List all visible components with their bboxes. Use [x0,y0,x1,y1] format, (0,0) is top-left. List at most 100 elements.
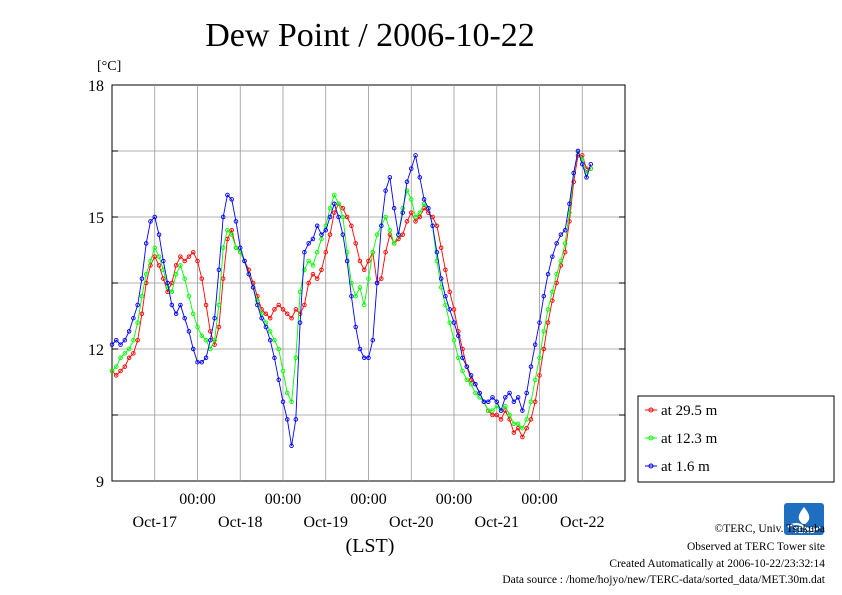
data-point [255,298,260,303]
series-line [111,149,592,446]
data-point [199,276,205,281]
data-point [285,417,290,422]
data-point [340,232,346,237]
data-point [494,399,500,405]
data-point [528,399,534,405]
data-point [178,254,183,259]
data-point [383,188,388,193]
data-point [528,364,534,369]
series-1 [109,148,594,431]
data-point [314,223,320,229]
data-point [507,412,512,418]
data-point [272,355,277,361]
data-point [203,337,209,343]
data-point [199,333,205,339]
data-point [203,355,209,361]
data-point [126,329,132,334]
data-point [473,390,478,396]
x-tick-label: 00:00 [350,491,386,508]
data-point [340,205,346,211]
data-point [302,302,307,308]
data-point [152,214,157,220]
data-point [327,205,333,211]
x-day-label: Oct-17 [133,514,177,531]
data-point [434,249,440,255]
data-point [520,425,525,431]
logo-text: TERC [793,526,815,535]
data-point [413,214,418,220]
data-point [426,205,431,211]
data-point [250,285,256,290]
data-point [259,315,264,321]
data-point [220,214,226,220]
data-point [413,153,418,158]
data-point [379,276,384,281]
legend-label: at 12.3 m [661,431,718,447]
data-point [126,346,132,352]
data-point [323,227,329,233]
data-point [545,307,551,312]
data-point [447,320,452,325]
data-point [156,232,162,237]
data-point [280,399,286,405]
data-point [451,307,457,312]
data-point [306,258,311,264]
legend-swatch-marker [648,435,654,441]
data-point [580,161,585,167]
data-point [537,355,542,361]
data-point [229,227,234,233]
data-point [528,417,534,422]
x-day-label: Oct-21 [475,514,519,531]
data-point [353,241,358,246]
x-axis-label: (LST) [346,535,395,557]
data-point [524,425,529,431]
data-point [306,241,311,246]
data-point [438,245,444,251]
data-point [263,311,269,317]
data-point [148,219,153,224]
data-point [366,258,371,264]
data-point [135,302,140,308]
y-tick-label: 9 [96,474,104,491]
y-tick-label: 18 [88,78,104,95]
data-point [310,263,316,268]
data-point [143,271,149,277]
data-point [541,293,547,299]
data-point [562,227,568,233]
data-point [503,403,508,409]
data-point [323,249,329,255]
data-point [383,214,388,220]
data-point [344,258,350,264]
data-point [289,443,294,449]
data-point [515,421,521,427]
data-point [195,359,200,365]
data-point [456,333,461,339]
data-point [237,245,243,251]
x-day-label: Oct-20 [389,514,433,531]
data-point [285,390,290,396]
source-text: Data source : /home/hojyo/new/TERC-data/… [502,574,825,586]
data-point [156,254,162,259]
data-point [447,307,452,312]
y-tick-label: 15 [88,210,104,227]
data-point [186,254,192,259]
data-point [391,205,397,211]
data-point [143,241,149,246]
data-point [541,346,547,352]
data-point [409,197,414,202]
data-point [404,188,410,193]
data-point [370,249,376,255]
data-point [344,214,350,220]
data-point [190,311,196,317]
data-point [571,179,576,185]
data-point [417,214,423,220]
data-point [391,241,397,246]
data-point [306,280,311,286]
data-point [464,377,470,383]
data-point [126,355,132,361]
data-point [208,337,213,343]
data-point [490,412,495,418]
x-day-label: Oct-18 [218,514,262,531]
data-point [182,315,187,321]
data-point [438,276,444,281]
